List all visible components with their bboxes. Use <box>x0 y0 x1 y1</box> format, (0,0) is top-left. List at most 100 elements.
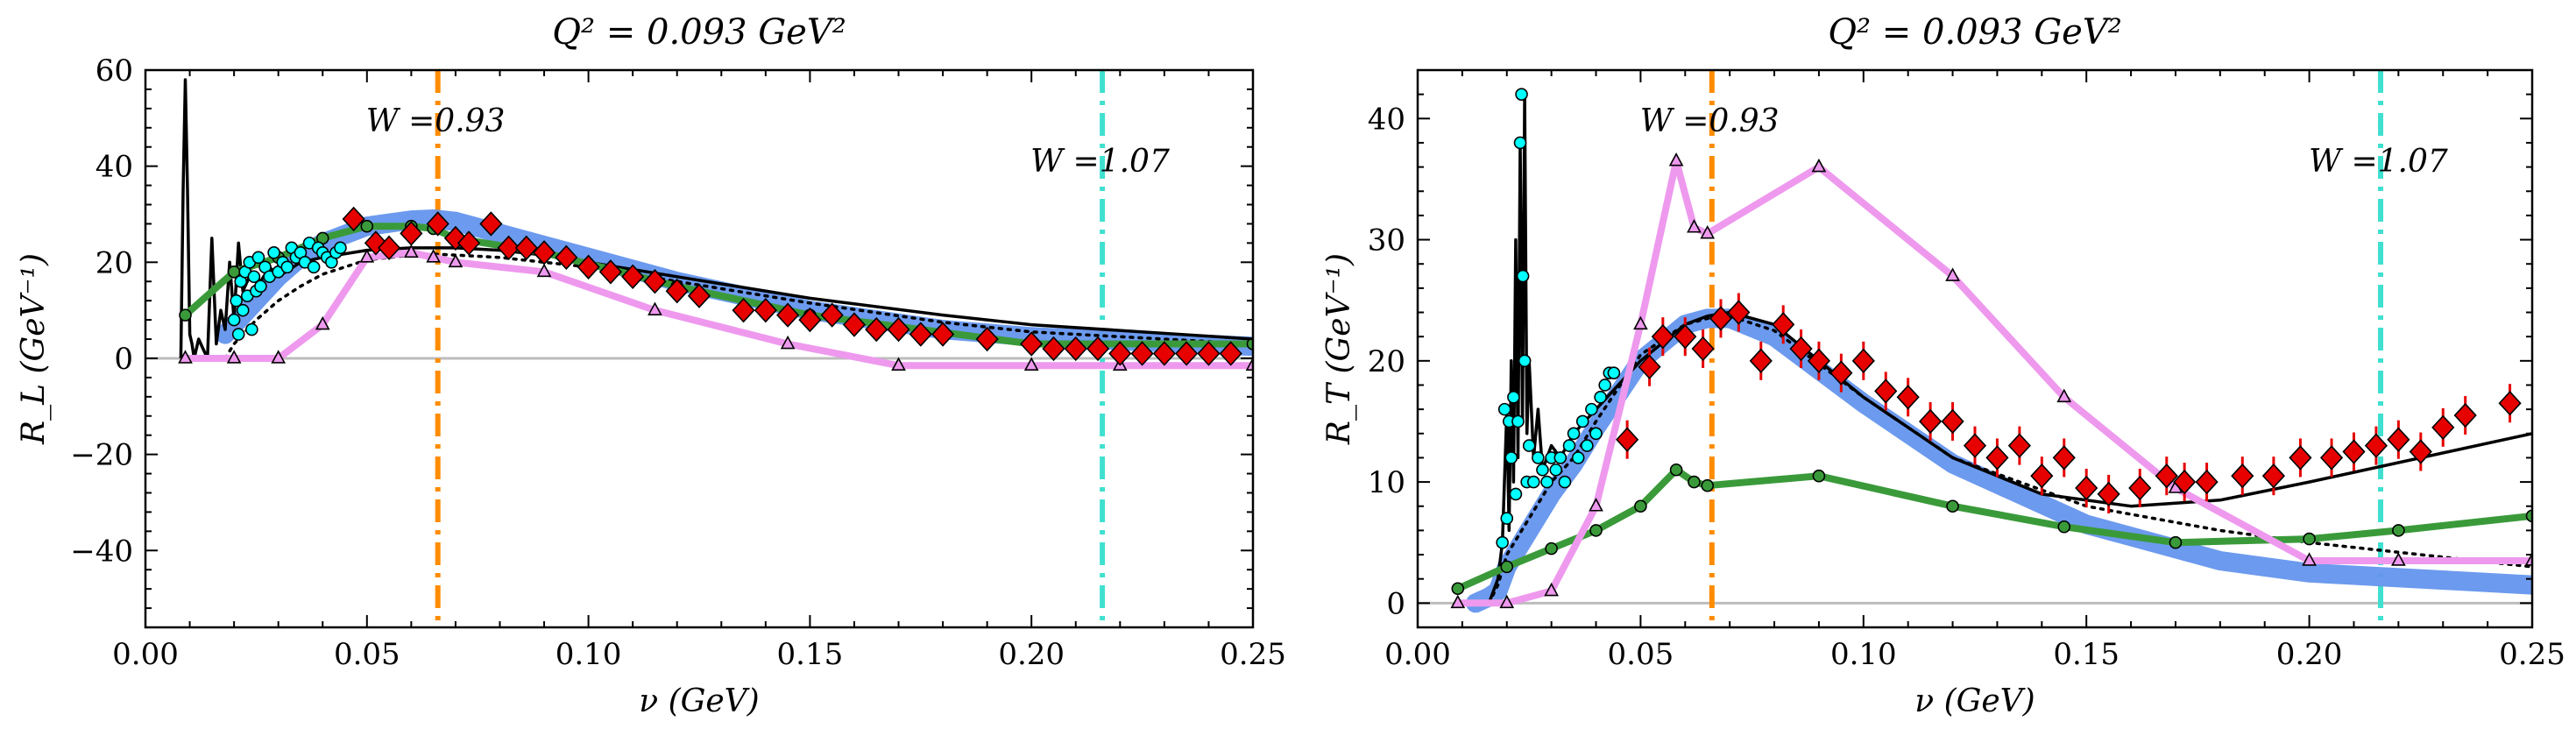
rl-series-6-point <box>532 240 556 265</box>
rt-ytick-label: 30 <box>1368 223 1405 258</box>
rt-series-6-point <box>1941 408 1964 435</box>
rl-series-6-point <box>1086 336 1110 362</box>
rl-series-4-point <box>404 244 419 258</box>
rt-series-3-point <box>1669 463 1683 477</box>
rt-series-6-point <box>2030 463 2054 489</box>
rt-series-4-point <box>1687 219 1702 233</box>
rl-series-4-point <box>780 335 796 350</box>
rl-xtick-label: 0.20 <box>998 637 1065 672</box>
rl-ytick-label: 40 <box>96 150 133 185</box>
rt-series-5-point <box>1511 414 1525 428</box>
rl-series-6-point <box>754 297 777 323</box>
rt-w-label-0: W =0.93 <box>1640 103 1780 139</box>
rl-series-6-point <box>820 302 844 328</box>
rl-w-label-0: W =0.93 <box>366 103 506 139</box>
rt-series-3-point <box>2303 532 2316 546</box>
rt-series-5-point <box>1571 451 1585 464</box>
rt-plot-area <box>1418 70 2532 627</box>
rt-series-4-point <box>1811 158 1827 173</box>
rt-series-6-point <box>2155 463 2178 489</box>
rt-series-3-point <box>1688 475 1701 489</box>
rt-series-3-point <box>1545 541 1558 556</box>
rt-ytick-label: 20 <box>1368 344 1405 379</box>
rl-frame <box>144 68 1255 629</box>
rl-series-5-point <box>254 280 267 294</box>
rt-series-6-point <box>2319 445 2344 471</box>
rl-xtick-label: 0.05 <box>334 637 400 672</box>
rl-series-4-point <box>178 350 193 364</box>
rt-series-4-point <box>2056 388 2072 403</box>
rl-series-3-point <box>360 219 374 233</box>
rl-series-6-point <box>842 312 867 337</box>
rt-series-6-point <box>1963 433 1987 458</box>
rl-series-6-point <box>887 316 910 343</box>
rt-series-6-point <box>1727 300 1751 325</box>
rt-series-6-point <box>1789 336 1813 362</box>
rl-series-6-point <box>1219 341 1242 366</box>
rt-series-6-point <box>2364 433 2388 458</box>
rl-series-6-point <box>621 264 645 289</box>
rt-series-3-point <box>2392 524 2405 537</box>
rt-series-6-point <box>2409 439 2432 464</box>
rl-series-5-point <box>236 303 250 317</box>
rt-series-5-point <box>1598 379 1611 392</box>
rl-series-6-point <box>1064 336 1087 362</box>
rl-series-6-point <box>598 259 622 285</box>
rl-xtick-label: 0.00 <box>112 637 179 672</box>
rl-series-6-point <box>1152 341 1176 366</box>
rt-ylabel: R_T (GeV⁻¹) <box>1321 253 1357 445</box>
rt-series-3-point <box>2057 520 2071 534</box>
rt-series-5-point <box>1518 354 1532 368</box>
rl-ylabel: R_L (GeV⁻¹) <box>16 253 52 445</box>
rl-series-6-point <box>931 322 955 347</box>
rl-series-6-point <box>1175 341 1199 366</box>
rt-series-5-point <box>1522 439 1536 452</box>
rl-series-5-point <box>230 294 243 308</box>
rl-series-5-point <box>251 251 265 265</box>
rt-ytick-label: 40 <box>1368 102 1405 137</box>
rt-series-4-point <box>1450 594 1466 609</box>
rl-series-6-point <box>555 244 578 271</box>
rt-series-5-point <box>1607 366 1621 379</box>
rt-series-4-point <box>1544 582 1559 597</box>
rl-series-6-point <box>577 254 600 280</box>
rl-ytick-label: −20 <box>70 438 133 473</box>
rl-series-4-point <box>226 350 242 364</box>
rl-series-6-point <box>1108 341 1132 366</box>
rt-ytick-label: 0 <box>1386 586 1405 621</box>
rl-xtick-label: 0.15 <box>777 637 844 672</box>
rt-series-6-point <box>1749 348 1773 374</box>
rl-series-5-point <box>227 313 241 327</box>
rt-series-6-point <box>1874 379 1898 404</box>
rl-series-4-point <box>891 357 906 371</box>
rt-series-6-point <box>2431 414 2455 441</box>
rt-title: Q² = 0.093 GeV² <box>1828 12 2122 53</box>
rt-series-6-point <box>1807 348 1831 374</box>
rl-series-6-point <box>1020 331 1044 357</box>
rt-series-5-point <box>1516 269 1530 283</box>
rt-series-6-point <box>1709 306 1733 331</box>
rl-series-6-point <box>975 326 999 352</box>
rl-series-6-point <box>865 316 888 343</box>
rt-series-3-point <box>1701 478 1715 492</box>
rl-series-5-point <box>245 322 258 336</box>
rl-series-4-point <box>1023 357 1039 371</box>
rl-series-6-point <box>687 283 711 308</box>
rl-series-6-point <box>426 211 449 237</box>
rt-series-6-point <box>2173 469 2197 495</box>
rl-series-5-point <box>267 246 280 259</box>
rl-series-4-point <box>315 315 330 330</box>
rt-series-6-point <box>1896 385 1920 410</box>
rt-series-5-point <box>1549 463 1563 477</box>
rl-series-5-point <box>247 270 261 284</box>
rt-series-6-point <box>2498 391 2522 416</box>
rt-series-6-point <box>1638 354 1661 379</box>
rt-series-5-point <box>1496 535 1509 549</box>
rl-series-6-point <box>643 269 667 294</box>
rt-series-6-point <box>2075 475 2098 501</box>
rt-series-4-point <box>1633 315 1648 330</box>
rt-series-5-point <box>1589 427 1603 441</box>
rl-series-5-point <box>334 241 347 255</box>
rl-series-4-point <box>448 253 464 268</box>
rt-series-4-point <box>1589 498 1603 512</box>
